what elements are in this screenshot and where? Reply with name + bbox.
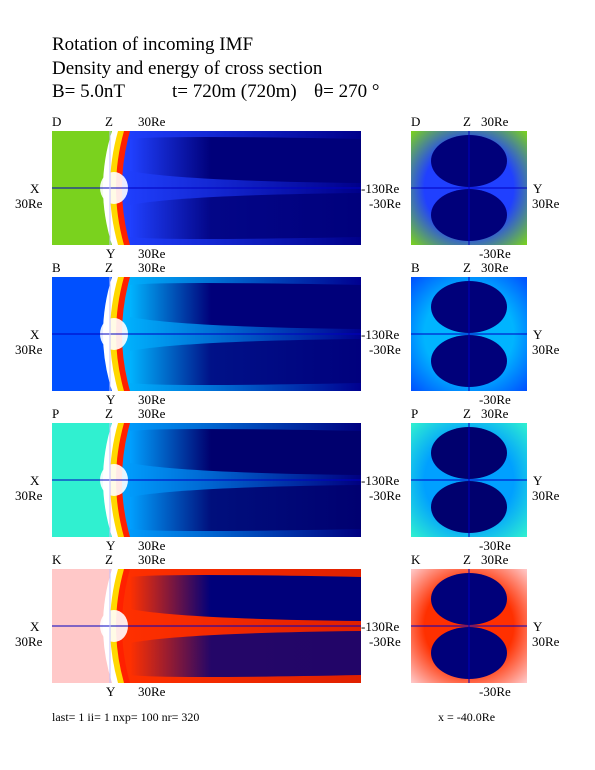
side-view-panel-d [52, 131, 361, 245]
panel-letter-k: K [52, 552, 62, 567]
y-distance-label-k: 30Re [138, 684, 166, 699]
y-distance-label-d: 30Re [138, 246, 166, 261]
right-minus-30re-label-b: -30Re [479, 392, 511, 407]
right-minus-30re-label-d: -30Re [479, 246, 511, 261]
right-z-distance-label-p: 30Re [481, 406, 509, 421]
footer-x-position: x = -40.0Re [438, 710, 496, 724]
right-y-label-k: Y [533, 619, 543, 634]
y-axis-label-p: Y [106, 538, 116, 553]
x-distance-label-d: 30Re [15, 196, 43, 211]
side-view-panel-b [52, 277, 361, 391]
y-axis-label-k: Y [106, 684, 116, 699]
minus-30re-label-d: -30Re [369, 196, 401, 211]
cross-section-panel-b [411, 277, 527, 391]
z-axis-label-d: Z [105, 114, 113, 129]
minus-130re-label-b: -130Re [361, 327, 400, 342]
right-z-distance-label-k: 30Re [481, 552, 509, 567]
z-axis-label-b: Z [105, 260, 113, 275]
right-y-label-d: Y [533, 181, 543, 196]
title-line-2: Density and energy of cross section [52, 58, 323, 79]
right-panel-letter-p: P [411, 406, 419, 421]
right-z-distance-label-d: 30Re [481, 114, 509, 129]
right-y-distance-label-b: 30Re [532, 342, 560, 357]
right-z-label-k: Z [463, 552, 471, 567]
side-view-panel-k [52, 569, 361, 683]
right-z-label-p: Z [463, 406, 471, 421]
x-distance-label-b: 30Re [15, 342, 43, 357]
right-panel-letter-k: K [411, 552, 421, 567]
right-z-label-b: Z [463, 260, 471, 275]
right-z-label-d: Z [463, 114, 471, 129]
minus-30re-label-k: -30Re [369, 634, 401, 649]
minus-30re-label-b: -30Re [369, 342, 401, 357]
x-axis-label-k: X [30, 619, 40, 634]
right-y-distance-label-k: 30Re [532, 634, 560, 649]
cross-section-panel-k [411, 569, 527, 683]
z-axis-label-p: Z [105, 406, 113, 421]
side-view-panel-p [52, 423, 361, 537]
y-distance-label-p: 30Re [138, 538, 166, 553]
theta-value: θ= 270 ° [314, 81, 380, 102]
right-panel-letter-d: D [411, 114, 421, 129]
right-y-distance-label-d: 30Re [532, 196, 560, 211]
y-axis-label-d: Y [106, 246, 116, 261]
z-axis-label-k: Z [105, 552, 113, 567]
x-distance-label-p: 30Re [15, 488, 43, 503]
panel-letter-d: D [52, 114, 62, 129]
minus-130re-label-p: -130Re [361, 473, 400, 488]
z-distance-label-d: 30Re [138, 114, 166, 129]
b-field-value: B= 5.0nT [52, 81, 125, 102]
right-z-distance-label-b: 30Re [481, 260, 509, 275]
y-axis-label-b: Y [106, 392, 116, 407]
panel-letter-p: P [52, 406, 60, 421]
x-axis-label-b: X [30, 327, 40, 342]
right-y-label-p: Y [533, 473, 543, 488]
z-distance-label-b: 30Re [138, 260, 166, 275]
cross-section-panel-p [411, 423, 527, 537]
cross-section-panel-d [411, 131, 527, 245]
minus-30re-label-p: -30Re [369, 488, 401, 503]
minus-130re-label-d: -130Re [361, 181, 400, 196]
right-y-label-b: Y [533, 327, 543, 342]
title-line-1: Rotation of incoming IMF [52, 34, 254, 55]
right-y-distance-label-p: 30Re [532, 488, 560, 503]
y-distance-label-b: 30Re [138, 392, 166, 407]
x-distance-label-k: 30Re [15, 634, 43, 649]
right-minus-30re-label-k: -30Re [479, 684, 511, 699]
minus-130re-label-k: -130Re [361, 619, 400, 634]
time-value: t= 720m (720m) [172, 81, 297, 102]
x-axis-label-d: X [30, 181, 40, 196]
z-distance-label-k: 30Re [138, 552, 166, 567]
x-axis-label-p: X [30, 473, 40, 488]
right-panel-letter-b: B [411, 260, 420, 275]
z-distance-label-p: 30Re [138, 406, 166, 421]
right-minus-30re-label-p: -30Re [479, 538, 511, 553]
footer-run-info: last= 1 ii= 1 nxp= 100 nr= 320 [52, 710, 200, 724]
panel-letter-b: B [52, 260, 61, 275]
